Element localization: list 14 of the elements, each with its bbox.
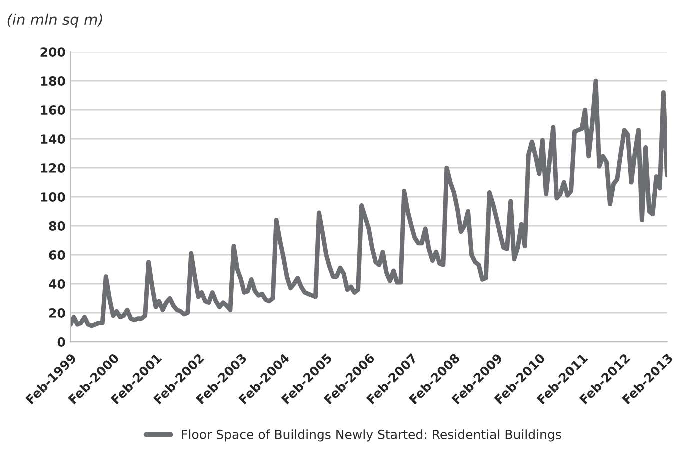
legend-label: Floor Space of Buildings Newly Started: Residential Buildings — [182, 430, 562, 442]
y-tick-label: 80 — [49, 222, 66, 231]
chart-subtitle: (in mln sq m) — [8, 14, 102, 28]
y-tick-label: 120 — [41, 164, 66, 173]
line-series — [70, 78, 668, 328]
y-tick-label: 180 — [41, 76, 66, 86]
y-tick-label: 0 — [58, 337, 66, 347]
y-tick-label: 200 — [40, 48, 66, 58]
y-tick-label: 40 — [49, 280, 66, 289]
y-tick-label: 160 — [41, 106, 66, 116]
y-tick-label: 60 — [49, 250, 66, 260]
y-tick-label: 20 — [50, 308, 66, 318]
y-tick-label: 140 — [41, 134, 66, 144]
y-tick-label: 100 — [41, 192, 66, 202]
